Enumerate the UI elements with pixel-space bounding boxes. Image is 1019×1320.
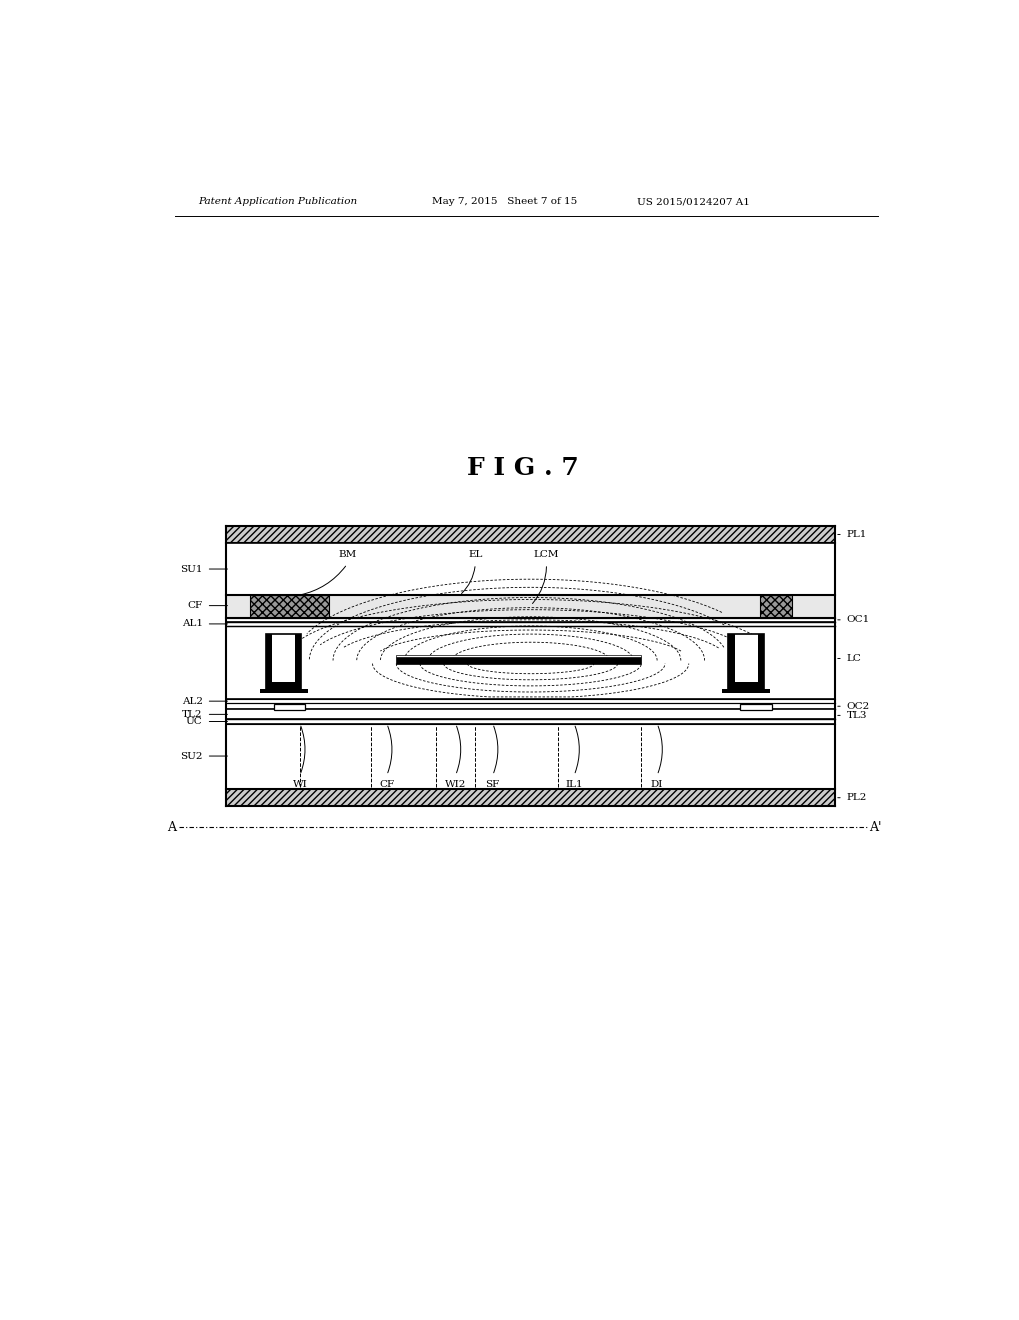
Text: BM: BM	[338, 550, 356, 558]
Text: TL3: TL3	[846, 711, 866, 719]
Bar	[226, 595, 835, 618]
Bar	[226, 723, 835, 788]
Text: A: A	[167, 821, 176, 834]
Text: TL2: TL2	[182, 710, 203, 719]
Bar	[226, 527, 835, 543]
Text: OC1: OC1	[846, 615, 869, 624]
Bar	[266, 634, 272, 689]
Text: AL1: AL1	[181, 619, 203, 628]
Bar	[294, 634, 302, 689]
Text: UC: UC	[185, 717, 203, 726]
Bar	[721, 689, 769, 693]
Bar	[740, 704, 771, 710]
Bar	[226, 709, 835, 719]
Bar	[250, 595, 329, 618]
Bar	[273, 704, 305, 710]
Text: OC2: OC2	[846, 702, 869, 710]
Text: May 7, 2015   Sheet 7 of 15: May 7, 2015 Sheet 7 of 15	[431, 197, 577, 206]
Text: IL1: IL1	[565, 780, 583, 789]
Text: DI: DI	[650, 780, 662, 789]
Text: CF: CF	[379, 780, 394, 789]
Bar	[266, 682, 302, 689]
Bar	[759, 595, 791, 618]
Text: PL2: PL2	[846, 793, 866, 803]
Text: SF: SF	[485, 780, 499, 789]
Text: SU2: SU2	[180, 751, 203, 760]
Bar	[266, 634, 302, 689]
Bar	[728, 682, 763, 689]
Text: SU1: SU1	[180, 565, 203, 573]
Bar	[226, 626, 835, 700]
Text: A': A'	[868, 821, 880, 834]
Text: Patent Application Publication: Patent Application Publication	[199, 197, 358, 206]
Text: PL1: PL1	[846, 529, 866, 539]
Bar	[226, 788, 835, 805]
Bar	[259, 689, 308, 693]
Text: F I G . 7: F I G . 7	[467, 457, 578, 480]
Text: LCM: LCM	[533, 550, 558, 558]
Text: US 2015/0124207 A1: US 2015/0124207 A1	[637, 197, 750, 206]
Bar	[396, 655, 641, 657]
Bar	[728, 634, 763, 689]
Text: WI2: WI2	[444, 780, 466, 789]
Bar	[728, 634, 734, 689]
Text: AL2: AL2	[181, 697, 203, 706]
Bar	[226, 543, 835, 595]
Bar	[757, 634, 763, 689]
Text: WI: WI	[292, 780, 307, 789]
Text: LC: LC	[846, 653, 861, 663]
Text: CF: CF	[187, 601, 203, 610]
Text: EL: EL	[468, 550, 482, 558]
Bar	[396, 657, 641, 664]
